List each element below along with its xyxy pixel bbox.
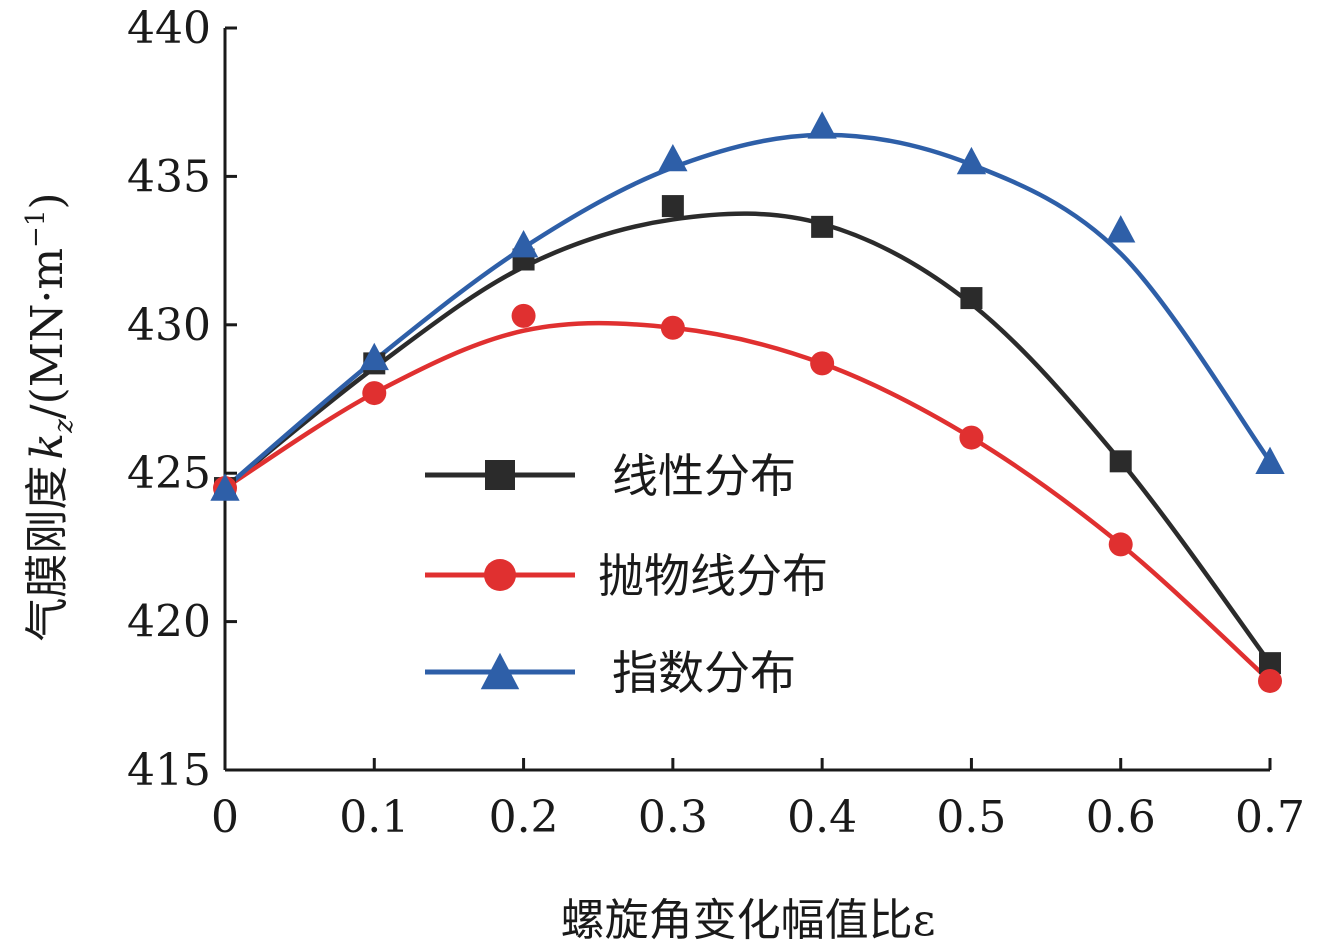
series-line-3 bbox=[223, 132, 1272, 490]
data-point-series-1 bbox=[960, 287, 983, 310]
y-tick-label: 430 bbox=[127, 300, 211, 351]
data-point-series-2 bbox=[959, 425, 984, 450]
x-tick-label: 0.6 bbox=[1086, 792, 1156, 843]
axes: 415 420 425 430 435 440 0 0.1 0.2 0.3 0.4 0.5 0.6 0.7 bbox=[127, 3, 1305, 843]
x-tick-label: 0.5 bbox=[936, 792, 1006, 843]
data-point-series-1 bbox=[661, 195, 684, 218]
data-point-series-3 bbox=[1106, 215, 1136, 243]
data-point-series-2 bbox=[1108, 532, 1133, 557]
data-point-series-3 bbox=[658, 143, 688, 172]
data-point-series-3 bbox=[210, 473, 240, 501]
series-markers bbox=[210, 111, 1285, 693]
x-tick-label: 0.3 bbox=[638, 792, 708, 843]
y-axis-title-unit: /(MN·m bbox=[22, 248, 73, 419]
y-tick-label: 420 bbox=[127, 597, 211, 648]
x-tick-label: 0.2 bbox=[489, 792, 559, 843]
y-tick-label: 440 bbox=[127, 3, 211, 54]
data-point-series-1 bbox=[811, 215, 834, 238]
data-point-series-1 bbox=[1109, 450, 1132, 473]
legend-label-2: 抛物线分布 bbox=[598, 549, 828, 603]
data-point-series-2 bbox=[660, 315, 685, 340]
data-point-series-2 bbox=[511, 303, 536, 328]
data-point-series-3 bbox=[508, 230, 539, 258]
data-point-series-2 bbox=[810, 351, 835, 376]
y-tick-label: 415 bbox=[127, 745, 211, 796]
y-axis-title: 气膜刚度 kz/(MN·m−1) bbox=[21, 192, 79, 641]
data-point-series-1 bbox=[1259, 652, 1281, 675]
y-tick-label: 425 bbox=[127, 448, 211, 499]
legend-marker-3 bbox=[480, 652, 520, 690]
legend-marker-2 bbox=[484, 559, 516, 591]
y-axis-title-symbol: k bbox=[22, 433, 73, 460]
data-point-series-3 bbox=[956, 146, 987, 175]
y-axis-title-main: 气膜刚度 bbox=[22, 466, 73, 642]
data-point-series-2 bbox=[1258, 668, 1282, 693]
x-tick-label: 0.4 bbox=[787, 792, 857, 843]
x-axis-title: 螺旋角变化幅值比ε bbox=[561, 895, 936, 946]
x-tick-label: 0.1 bbox=[339, 792, 409, 843]
y-tick-label: 435 bbox=[127, 151, 211, 202]
legend-label-3: 指数分布 bbox=[612, 646, 796, 700]
legend-label-1: 线性分布 bbox=[612, 449, 796, 503]
x-tick-label: 0.7 bbox=[1235, 792, 1305, 843]
y-axis-title-unit-exp: −1 bbox=[21, 210, 51, 248]
data-point-series-3 bbox=[359, 342, 389, 371]
x-tick-label: 0 bbox=[211, 792, 239, 843]
svg-text:气膜刚度kz/(MN·m−1): 气膜刚度 kz/(MN·m−1) bbox=[21, 192, 79, 641]
y-axis-title-unit-close: ) bbox=[22, 192, 73, 209]
y-axis-title-subscript: z bbox=[49, 419, 79, 434]
data-point-series-3 bbox=[807, 111, 837, 139]
data-point-series-2 bbox=[362, 381, 387, 406]
legend-marker-1 bbox=[485, 460, 515, 490]
data-point-series-3 bbox=[1255, 446, 1285, 474]
